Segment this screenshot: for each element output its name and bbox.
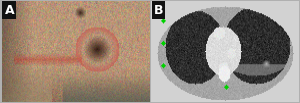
Text: B: B: [154, 4, 164, 17]
Text: A: A: [4, 4, 14, 17]
